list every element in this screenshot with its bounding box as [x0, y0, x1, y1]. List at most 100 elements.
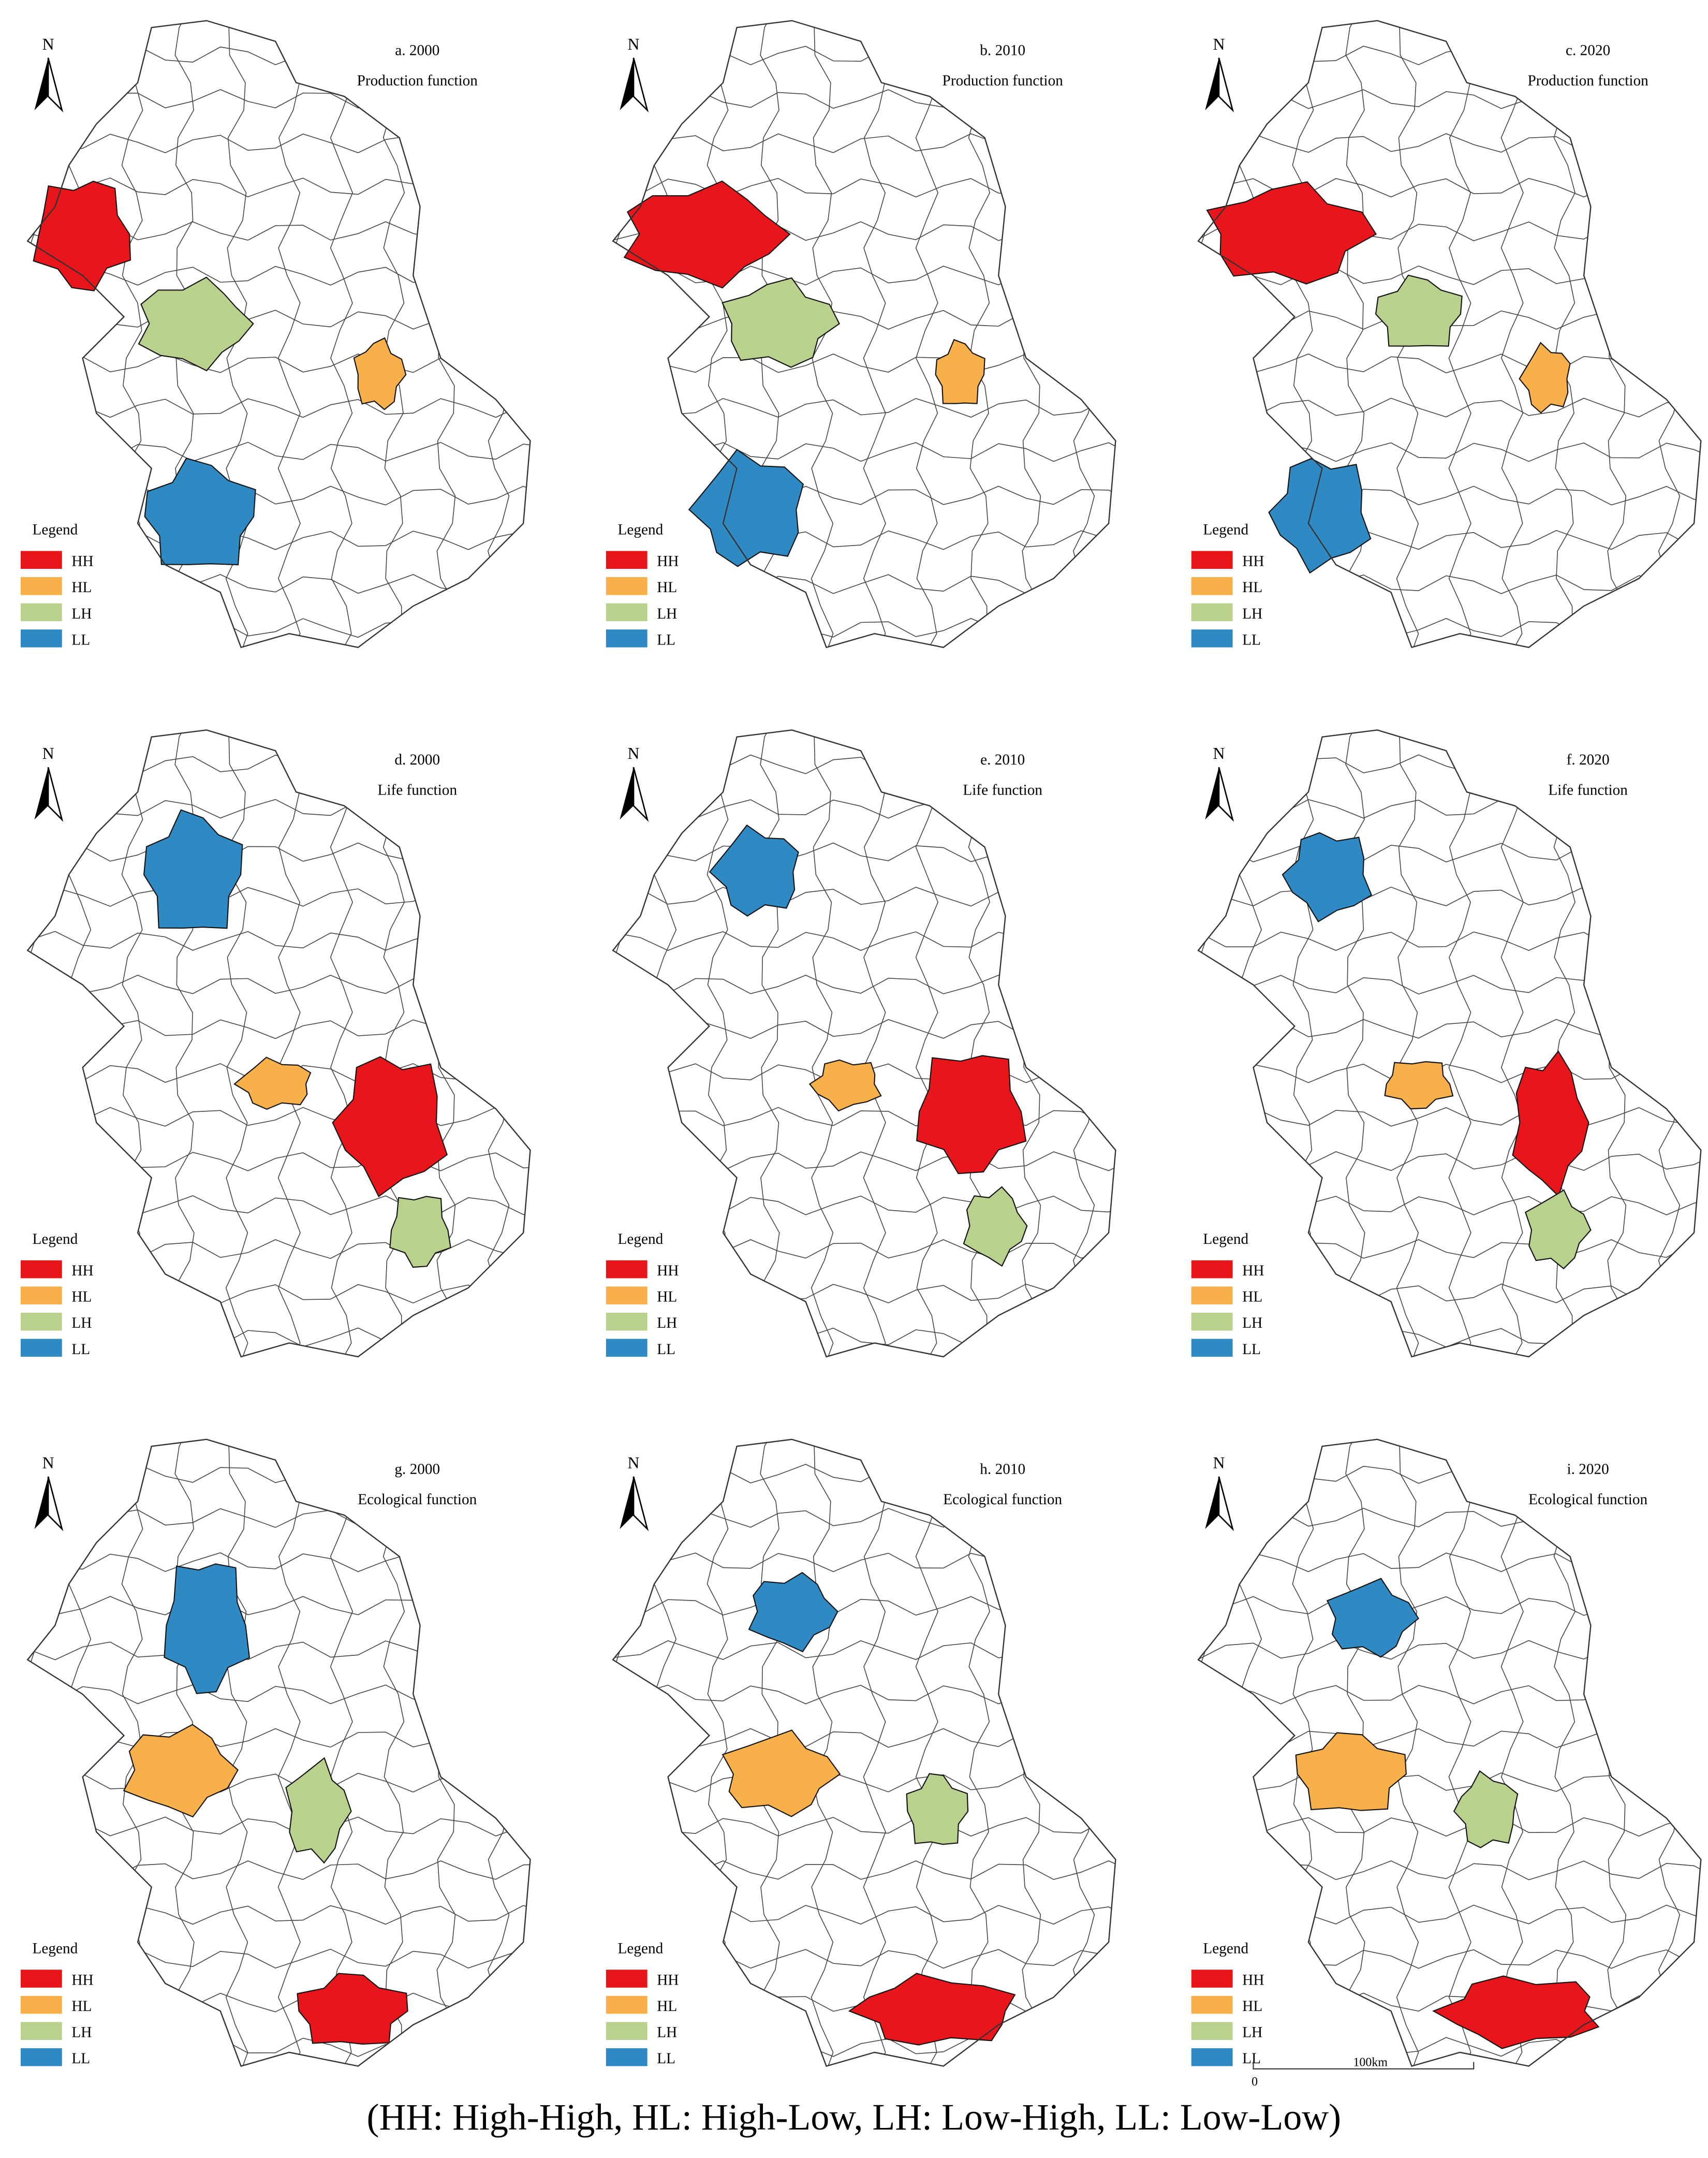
legend-swatch — [1191, 1286, 1233, 1304]
north-arrow-right — [1218, 1476, 1234, 1532]
legend-label: HH — [1242, 553, 1264, 570]
north-arrow-right — [632, 1476, 649, 1532]
legend-swatch — [606, 1970, 647, 1988]
legend-swatch — [606, 551, 647, 569]
north-arrow-right — [1218, 57, 1234, 113]
cluster-region — [143, 809, 243, 929]
legend-swatch — [1191, 1995, 1233, 2014]
province-fill — [1198, 730, 1701, 1357]
legend-swatch — [20, 1312, 62, 1331]
cluster-region — [1268, 458, 1372, 574]
north-label: N — [42, 744, 54, 762]
province-fill — [613, 20, 1116, 648]
legend-title: Legend — [33, 521, 78, 538]
legend-swatch — [1191, 551, 1233, 569]
map-panel: h. 2010 Ecological function N Legend HH HL LH L… — [606, 1438, 1116, 2067]
panel-label: c. 2020 — [1566, 42, 1610, 58]
north-label: N — [628, 35, 640, 53]
county-boundary — [1500, 1439, 1524, 2066]
legend-swatch — [1191, 629, 1233, 648]
cluster-region — [709, 824, 799, 917]
cluster-region — [353, 337, 407, 410]
county-boundary — [915, 730, 939, 1357]
cluster-region — [389, 1196, 451, 1268]
map-panel: c. 2020 Production function N Legend HH HL LH L… — [1191, 20, 1702, 648]
county-boundary — [330, 730, 354, 1357]
legend-label: HH — [71, 1972, 93, 1989]
county-boundary — [811, 1439, 834, 2066]
legend-swatch — [606, 2022, 647, 2040]
cluster-region — [1282, 832, 1373, 922]
north-arrow-right — [47, 57, 64, 113]
cluster-region — [164, 1563, 251, 1694]
province-fill — [27, 20, 531, 648]
cluster-region — [1453, 1770, 1519, 1848]
legend-label: HL — [657, 1289, 677, 1305]
legend-swatch — [606, 629, 647, 648]
province-outline — [612, 1438, 1116, 2067]
north-label: N — [1213, 1454, 1225, 1472]
cluster-region — [688, 449, 804, 567]
panel-function: Ecological function — [358, 1491, 477, 1508]
legend-label: HL — [1242, 1289, 1262, 1305]
legend-label: LH — [71, 1315, 92, 1331]
legend-label: LH — [657, 2024, 677, 2041]
panel-function: Life function — [377, 782, 457, 798]
legend-label: LL — [1242, 632, 1261, 648]
cluster-region — [1519, 342, 1571, 414]
north-label: N — [628, 744, 640, 762]
panel-function: Ecological function — [1528, 1491, 1647, 1508]
cluster-region — [748, 1572, 838, 1653]
legend-title: Legend — [617, 1231, 663, 1247]
legend-swatch — [20, 1260, 62, 1279]
legend-swatch — [20, 2048, 62, 2066]
legend-swatch — [20, 551, 62, 569]
legend-swatch — [606, 2048, 647, 2066]
cluster-region — [963, 1186, 1028, 1267]
county-boundary — [1072, 730, 1095, 1357]
county-boundary — [1448, 20, 1471, 648]
legend-swatch — [20, 629, 62, 648]
north-arrow-left — [1205, 1476, 1219, 1529]
panel-function: Production function — [1527, 72, 1648, 89]
legend-label: LL — [71, 1341, 90, 1358]
cluster-region — [906, 1773, 969, 1845]
cluster-region — [722, 277, 840, 368]
map-panel: f. 2020 Life function N Legend HH HL LH LL — [1191, 729, 1702, 1358]
map-panel: i. 2020 Ecological function N Legend HH HL LH L… — [1191, 1438, 1702, 2067]
county-boundary — [487, 1439, 510, 2066]
legend-title: Legend — [617, 521, 663, 538]
province-outline — [26, 20, 531, 649]
legend-swatch — [20, 603, 62, 622]
legend-label: HH — [71, 553, 93, 570]
legend-swatch — [606, 1260, 647, 1279]
county-boundary — [277, 20, 301, 648]
panel-label: b. 2010 — [980, 42, 1025, 58]
north-arrow-right — [632, 57, 649, 113]
cluster-region — [138, 276, 254, 372]
legend-label: HL — [657, 579, 677, 596]
county-boundary — [330, 1439, 354, 2066]
county-boundary — [487, 20, 510, 648]
north-label: N — [42, 35, 54, 53]
cluster-region — [332, 1056, 448, 1197]
north-arrow-left — [1205, 767, 1219, 820]
legend-label: LL — [657, 2050, 675, 2067]
cluster-region — [1432, 1975, 1600, 2049]
county-boundary — [1448, 730, 1471, 1357]
legend-title: Legend — [33, 1940, 78, 1957]
panel-label: i. 2020 — [1567, 1461, 1609, 1477]
county-boundary — [225, 730, 248, 1357]
province-outline — [26, 729, 531, 1358]
panel-label: h. 2010 — [980, 1461, 1025, 1477]
legend-label: LH — [1242, 606, 1262, 622]
legend-swatch — [606, 1286, 647, 1304]
north-arrow-left — [34, 767, 49, 820]
county-boundary — [1396, 730, 1419, 1357]
legend-swatch — [1191, 1260, 1233, 1279]
legend-label: HL — [1242, 1998, 1262, 2015]
legend-swatch — [1191, 2022, 1233, 2040]
legend-title: Legend — [1203, 1231, 1248, 1247]
county-boundary — [1072, 20, 1095, 648]
